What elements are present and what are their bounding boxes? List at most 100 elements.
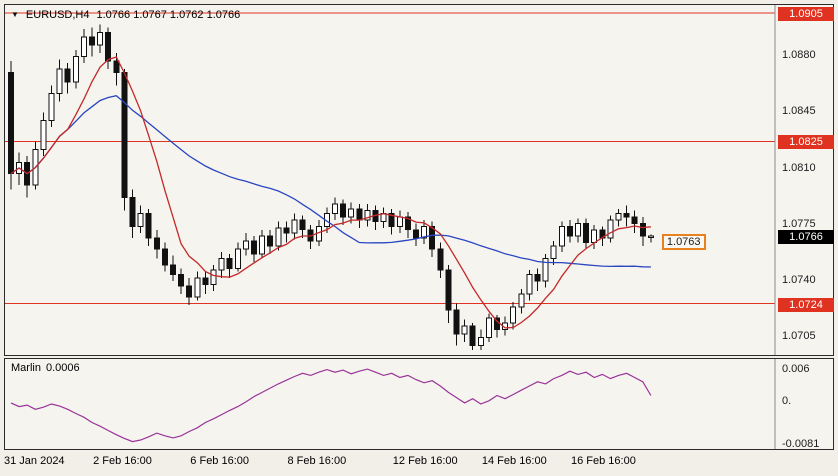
time-tick-label: 6 Feb 16:00 bbox=[190, 455, 250, 467]
marlin-line bbox=[10, 368, 652, 443]
float-price-tag[interactable]: 1.0763 bbox=[661, 234, 706, 250]
candle-bull bbox=[194, 277, 201, 298]
candle-bear bbox=[105, 31, 112, 62]
candle-bull bbox=[218, 258, 225, 271]
candle-bear bbox=[437, 248, 444, 271]
candle-bear bbox=[388, 213, 395, 227]
candle-bear bbox=[64, 68, 71, 83]
candle-bear bbox=[113, 60, 120, 73]
price-tick-label: 1.0810 bbox=[782, 161, 816, 174]
candle-bear bbox=[178, 274, 185, 287]
candle-bull bbox=[48, 92, 55, 122]
candle-bear bbox=[566, 226, 573, 237]
candle-bear bbox=[89, 36, 95, 46]
candle-bear bbox=[340, 203, 347, 218]
level-lines bbox=[5, 12, 775, 305]
ohlc-values: 1.0766 1.0767 1.0762 1.0766 bbox=[96, 9, 241, 21]
candle-bull bbox=[542, 258, 549, 282]
candle-bull bbox=[615, 213, 622, 221]
candle-bull bbox=[275, 227, 282, 247]
time-tick-label: 12 Feb 16:00 bbox=[392, 455, 458, 467]
candle-bear bbox=[129, 197, 136, 228]
price-level-badge: 1.0825 bbox=[778, 135, 834, 150]
candle-bear bbox=[267, 235, 274, 247]
candle-bull bbox=[591, 229, 598, 244]
candle-bull bbox=[137, 213, 144, 227]
candle-bull bbox=[461, 325, 468, 335]
time-tick-label: 8 Feb 16:00 bbox=[287, 455, 347, 467]
candle-bear bbox=[445, 269, 452, 311]
indicator-chart-svg[interactable] bbox=[5, 359, 833, 449]
symbol-period-label: EURUSD,H4 bbox=[25, 9, 90, 21]
candle-bear bbox=[8, 71, 14, 174]
candle-bull bbox=[210, 269, 217, 285]
candle-bull bbox=[380, 213, 387, 223]
candle-bull bbox=[558, 226, 565, 247]
candles bbox=[8, 24, 654, 351]
candle-bull bbox=[550, 245, 557, 260]
candle-bear bbox=[469, 325, 476, 346]
candle-bear bbox=[453, 309, 460, 335]
candle-bull bbox=[647, 235, 654, 239]
indicator-tick-label: 0. bbox=[782, 394, 792, 407]
candle-bear bbox=[202, 277, 209, 285]
candle-bull bbox=[396, 216, 403, 227]
candle-bear bbox=[356, 208, 363, 221]
candle-bear bbox=[153, 237, 160, 250]
candle-bear bbox=[639, 222, 646, 237]
candle-bull bbox=[485, 317, 492, 338]
indicator-name-label: Marlin bbox=[11, 362, 41, 374]
candle-bear bbox=[583, 222, 590, 244]
collapse-arrow-icon[interactable]: ▼ bbox=[11, 10, 19, 19]
candle-bear bbox=[631, 216, 638, 224]
candle-bull bbox=[40, 120, 47, 150]
candle-bear bbox=[283, 227, 290, 234]
candle-bear bbox=[226, 258, 233, 269]
candlestick-chart-svg[interactable] bbox=[5, 5, 833, 355]
candle-bull bbox=[348, 208, 355, 218]
indicator-panel[interactable]: Marlin 0.0006 0.006 0. -0.0081 bbox=[4, 358, 834, 450]
candle-bull bbox=[575, 222, 581, 237]
indicator-value-label: 0.0006 bbox=[45, 362, 80, 374]
candle-bull bbox=[477, 336, 484, 346]
candle-bull bbox=[421, 226, 428, 239]
price-level-badge: 1.0724 bbox=[778, 297, 834, 312]
price-level-badge: 1.0905 bbox=[778, 7, 834, 22]
main-chart-panel[interactable]: ▼ EURUSD,H4 1.0766 1.0767 1.0762 1.0766 … bbox=[4, 4, 834, 356]
price-tick-label: 1.0775 bbox=[782, 217, 816, 230]
candle-bull bbox=[518, 293, 525, 308]
candle-bull bbox=[80, 36, 87, 57]
candle-bull bbox=[97, 31, 104, 46]
candle-bull bbox=[526, 274, 533, 295]
candle-bull bbox=[332, 203, 338, 215]
time-tick-label: 16 Feb 16:00 bbox=[571, 455, 636, 467]
candle-bull bbox=[234, 248, 241, 269]
time-tick-label: 14 Feb 16:00 bbox=[481, 455, 547, 467]
indicator-title: Marlin 0.0006 bbox=[11, 362, 80, 374]
candle-bear bbox=[299, 219, 306, 231]
indicator-tick-label: -0.0081 bbox=[782, 437, 820, 450]
candle-bull bbox=[291, 219, 298, 234]
price-tick-label: 1.0740 bbox=[782, 273, 816, 286]
ma-fast-line bbox=[10, 56, 651, 329]
candle-bear bbox=[413, 229, 419, 239]
candle-bull bbox=[510, 306, 517, 324]
candle-bear bbox=[121, 71, 128, 199]
price-tick-label: 1.0705 bbox=[782, 330, 816, 343]
current-price-badge: 1.0766 bbox=[778, 230, 834, 245]
candle-bear bbox=[534, 274, 541, 282]
price-tick-label: 1.0845 bbox=[782, 105, 816, 118]
time-tick-label: 31 Jan 2024 bbox=[4, 455, 65, 467]
indicator-tick-label: 0.006 bbox=[782, 362, 810, 375]
candle-bull bbox=[607, 219, 614, 239]
candle-bear bbox=[186, 285, 193, 298]
candle-bear bbox=[145, 213, 152, 239]
ma-slow-line bbox=[10, 94, 651, 268]
candle-bull bbox=[72, 55, 79, 83]
time-axis[interactable]: 31 Jan 2024 2 Feb 16:00 6 Feb 16:00 8 Feb 1… bbox=[4, 452, 834, 474]
candle-bear bbox=[170, 264, 176, 276]
candle-bear bbox=[251, 240, 257, 255]
candle-bear bbox=[404, 216, 411, 231]
candle-bear bbox=[429, 226, 436, 250]
time-tick-label: 2 Feb 16:00 bbox=[93, 455, 152, 467]
